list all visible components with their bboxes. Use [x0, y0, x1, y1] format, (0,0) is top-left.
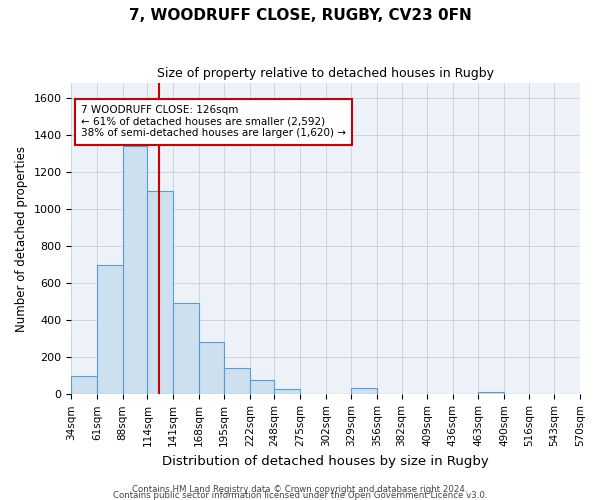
Bar [122, 146, 148, 394]
Bar [148, 190, 173, 394]
X-axis label: Distribution of detached houses by size in Rugby: Distribution of detached houses by size … [163, 454, 489, 468]
Bar [199, 342, 224, 394]
Bar [97, 264, 122, 394]
Y-axis label: Number of detached properties: Number of detached properties [15, 146, 28, 332]
Bar [352, 388, 377, 394]
Bar [250, 380, 274, 394]
Title: Size of property relative to detached houses in Rugby: Size of property relative to detached ho… [157, 68, 494, 80]
Bar [478, 392, 504, 394]
Text: 7, WOODRUFF CLOSE, RUGBY, CV23 0FN: 7, WOODRUFF CLOSE, RUGBY, CV23 0FN [128, 8, 472, 22]
Text: Contains HM Land Registry data © Crown copyright and database right 2024.: Contains HM Land Registry data © Crown c… [132, 484, 468, 494]
Bar [274, 389, 300, 394]
Bar [224, 368, 250, 394]
Text: 7 WOODRUFF CLOSE: 126sqm
← 61% of detached houses are smaller (2,592)
38% of sem: 7 WOODRUFF CLOSE: 126sqm ← 61% of detach… [81, 106, 346, 138]
Text: Contains public sector information licensed under the Open Government Licence v3: Contains public sector information licen… [113, 490, 487, 500]
Bar [71, 376, 97, 394]
Bar [173, 302, 199, 394]
